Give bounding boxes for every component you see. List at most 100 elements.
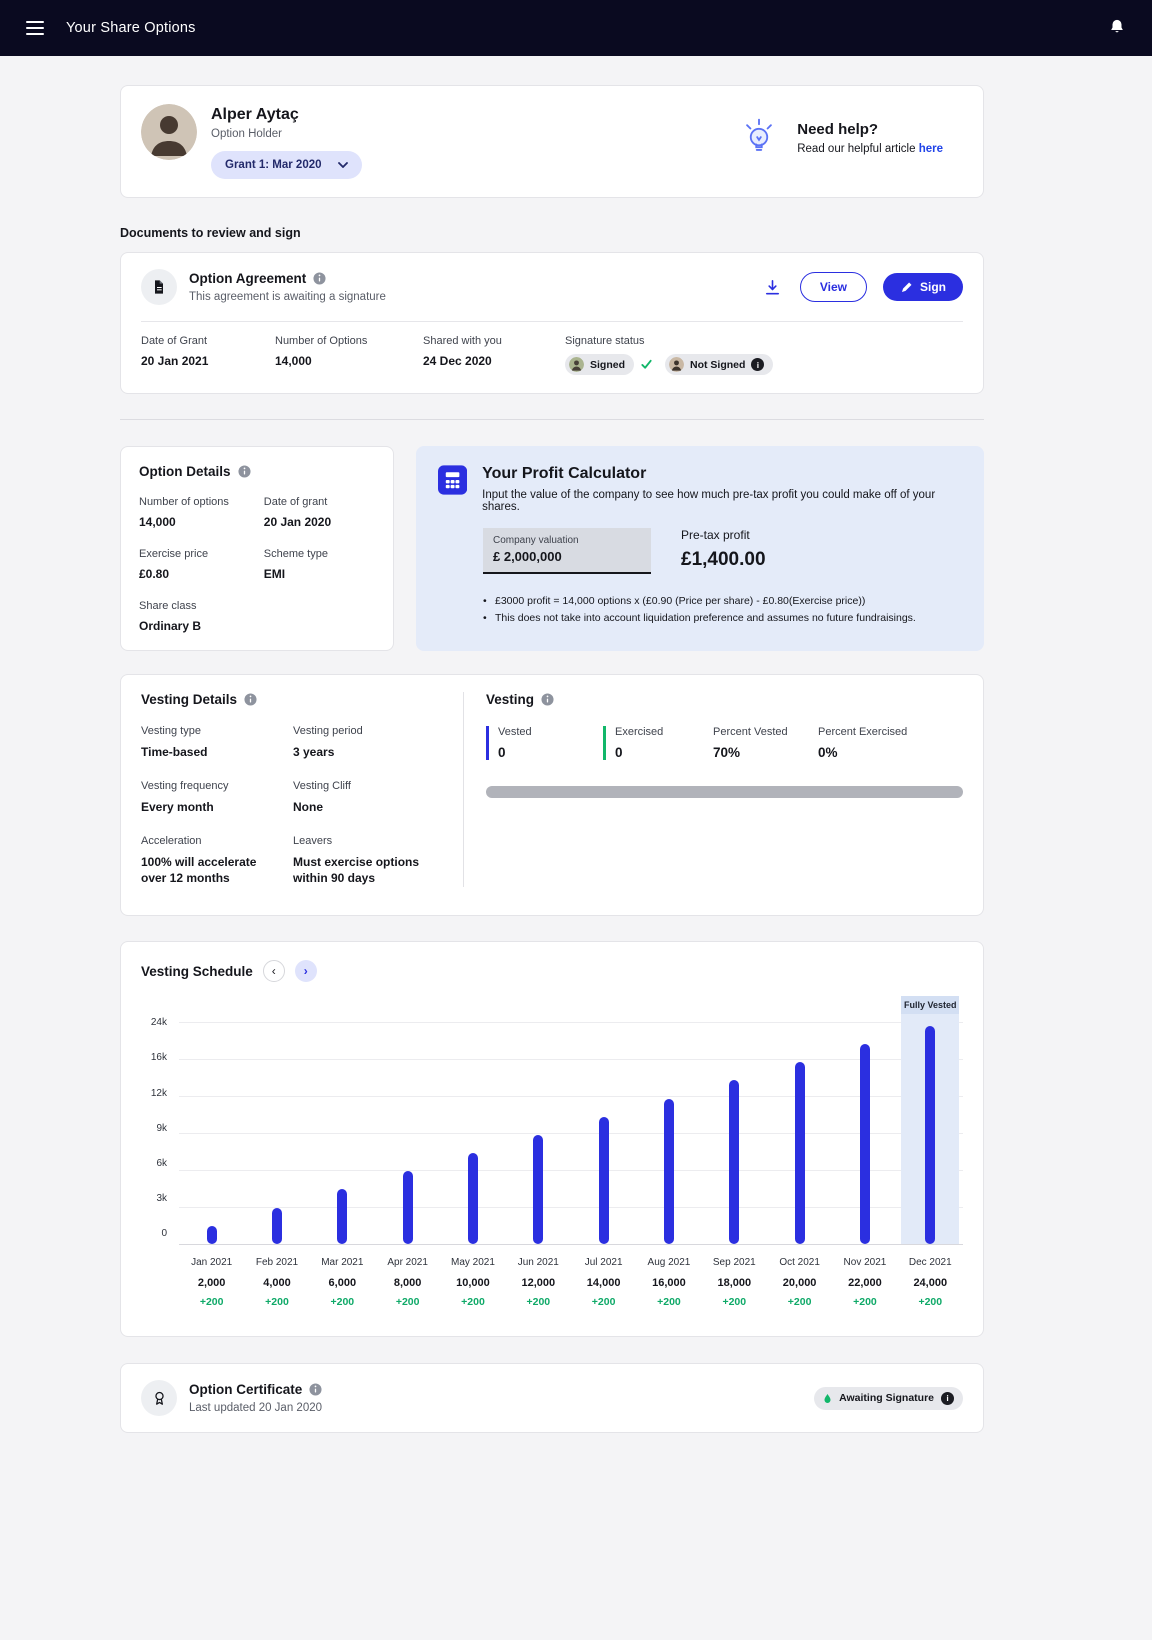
company-valuation-input[interactable] [493, 549, 641, 564]
vesting-bar [598, 1117, 609, 1245]
bar-delta-label: +200 [526, 1296, 551, 1309]
vesting-bar [925, 1026, 936, 1245]
info-icon[interactable]: i [941, 1391, 954, 1405]
y-axis-tick: 3k [156, 1193, 167, 1205]
option-details-card: Option Details Number of options 14,000 … [120, 446, 394, 651]
detail-field: Share class Ordinary B [139, 600, 202, 633]
chart-next-button[interactable]: › [294, 960, 317, 983]
avatar [141, 104, 197, 160]
profile-info: Alper Aytaç Option Holder Grant 1: Mar 2… [211, 104, 362, 179]
grant-selector[interactable]: Grant 1: Mar 2020 [211, 151, 362, 179]
vesting-bar [402, 1171, 413, 1245]
agreement-subtitle: This agreement is awaiting a signature [189, 291, 386, 303]
view-button[interactable]: View [799, 272, 867, 302]
gridline [179, 1170, 963, 1172]
info-icon[interactable] [541, 693, 554, 706]
certificate-medal-icon [141, 1380, 177, 1417]
vesting-field: Vesting Cliff None [293, 779, 351, 814]
x-axis-tick: Jan 2021 [191, 1257, 233, 1269]
chart-column-labels: Feb 2021 4,000 +200 [244, 1257, 309, 1308]
info-icon[interactable] [313, 272, 326, 285]
bar-delta-label: +200 [657, 1296, 681, 1309]
chart-bar-column [767, 1022, 832, 1245]
fully-vested-label: Fully Vested [901, 996, 960, 1015]
gridline [179, 1133, 963, 1135]
vesting-field: Leavers Must exercise options within 90 … [293, 834, 420, 886]
vertical-divider [463, 692, 464, 888]
lightbulb-icon [746, 118, 773, 151]
bar-delta-label: +200 [265, 1296, 289, 1309]
chart-column-labels: Sep 2021 18,000 +200 [702, 1257, 767, 1308]
bar-value-label: 24,000 [913, 1277, 948, 1290]
x-axis-tick: Oct 2021 [779, 1257, 820, 1269]
option-certificate-card: Option Certificate Last updated 20 Jan 2… [120, 1363, 984, 1434]
vesting-bar [533, 1135, 544, 1245]
calculator-subtitle: Input the value of the company to see ho… [482, 489, 936, 513]
percent-exercised-stat: Percent Exercised 0% [818, 726, 908, 760]
vesting-details-title: Vesting Details [141, 692, 238, 707]
chart-bar-column [702, 1022, 767, 1245]
vesting-schedule-chart: 24k 16k 12k 9k 6k 3k 0 Fully Vested Jan 2021 2,… [141, 996, 963, 1309]
chart-column-labels: Dec 2021 24,000 +200 [898, 1257, 963, 1308]
detail-field: Date of grant 20 Jan 2020 [263, 496, 332, 529]
bar-value-label: 12,000 [521, 1277, 556, 1290]
bar-value-label: 8,000 [393, 1277, 422, 1290]
chart-bar-column [375, 1022, 440, 1245]
info-icon[interactable] [237, 465, 251, 478]
notifications-bell-icon[interactable] [1104, 14, 1130, 43]
vesting-field: Acceleration 100% will accelerate over 1… [141, 834, 257, 886]
info-icon[interactable] [244, 693, 257, 706]
bar-delta-label: +200 [853, 1296, 877, 1309]
x-axis-tick: Apr 2021 [387, 1257, 428, 1269]
not-signed-status-pill: Not Signed i [665, 354, 774, 375]
vested-stat: Vested 0 [486, 726, 603, 760]
chart-bar-column: Fully Vested [898, 996, 963, 1245]
x-axis-tick: Feb 2021 [255, 1257, 299, 1269]
bar-value-label: 22,000 [848, 1277, 882, 1290]
vesting-field: Vesting type Time-based [141, 725, 208, 759]
calculator-notes: £3000 profit = 14,000 options x (£0.90 (… [483, 594, 962, 627]
vesting-title: Vesting [486, 692, 535, 707]
percent-vested-stat: Percent Vested 70% [713, 726, 788, 760]
avatar [569, 357, 584, 372]
vesting-field: Vesting period 3 years [293, 725, 363, 759]
detail-field: Number of options 14,000 [139, 496, 229, 529]
download-icon[interactable] [761, 276, 784, 299]
bar-delta-label: +200 [591, 1296, 616, 1309]
agreement-title: Option Agreement [189, 271, 307, 286]
chart-column-labels: May 2021 10,000 +200 [440, 1257, 505, 1308]
vesting-bar [794, 1062, 805, 1245]
vesting-bar [729, 1080, 740, 1245]
chart-column-labels: Jan 2021 2,000 +200 [179, 1257, 244, 1308]
chart-prev-button[interactable]: ‹ [262, 960, 285, 983]
pretax-profit-value: £1,400.00 [681, 549, 766, 570]
vesting-schedule-title: Vesting Schedule [141, 963, 253, 979]
bar-delta-label: +200 [461, 1296, 485, 1309]
hamburger-menu-icon[interactable] [22, 17, 48, 39]
top-navbar: Your Share Options [0, 0, 1152, 56]
x-axis-tick: Aug 2021 [647, 1257, 691, 1269]
vesting-bar [206, 1226, 217, 1245]
help-article-link[interactable]: here [918, 143, 943, 155]
chart-y-axis: 24k 16k 12k 9k 6k 3k 0 [141, 1017, 179, 1244]
chart-bar-column [310, 1022, 375, 1245]
droplet-icon [824, 1393, 831, 1403]
bar-value-label: 6,000 [328, 1277, 357, 1290]
chart-column-labels: Jul 2021 14,000 +200 [571, 1257, 636, 1308]
vesting-details-card: Vesting Details Vesting type Time-based … [120, 674, 984, 917]
x-axis-tick: Jun 2021 [517, 1257, 559, 1269]
bar-value-label: 2,000 [197, 1277, 226, 1290]
pretax-profit-block: Pre-tax profit £1,400.00 [681, 528, 766, 571]
chart-column-labels: Jun 2021 12,000 +200 [506, 1257, 571, 1308]
y-axis-tick: 0 [161, 1228, 167, 1240]
profile-card: Alper Aytaç Option Holder Grant 1: Mar 2… [120, 85, 984, 198]
info-icon[interactable] [309, 1383, 322, 1396]
chart-column-labels: Nov 2021 22,000 +200 [832, 1257, 897, 1308]
info-icon[interactable]: i [751, 358, 765, 371]
calculator-note: This does not take into account liquidat… [483, 611, 962, 626]
company-valuation-label: Company valuation [493, 535, 579, 546]
gridline [179, 1207, 963, 1209]
sign-button[interactable]: Sign [883, 273, 963, 301]
main-content: Alper Aytaç Option Holder Grant 1: Mar 2… [120, 85, 984, 1493]
vesting-bar [337, 1189, 348, 1245]
